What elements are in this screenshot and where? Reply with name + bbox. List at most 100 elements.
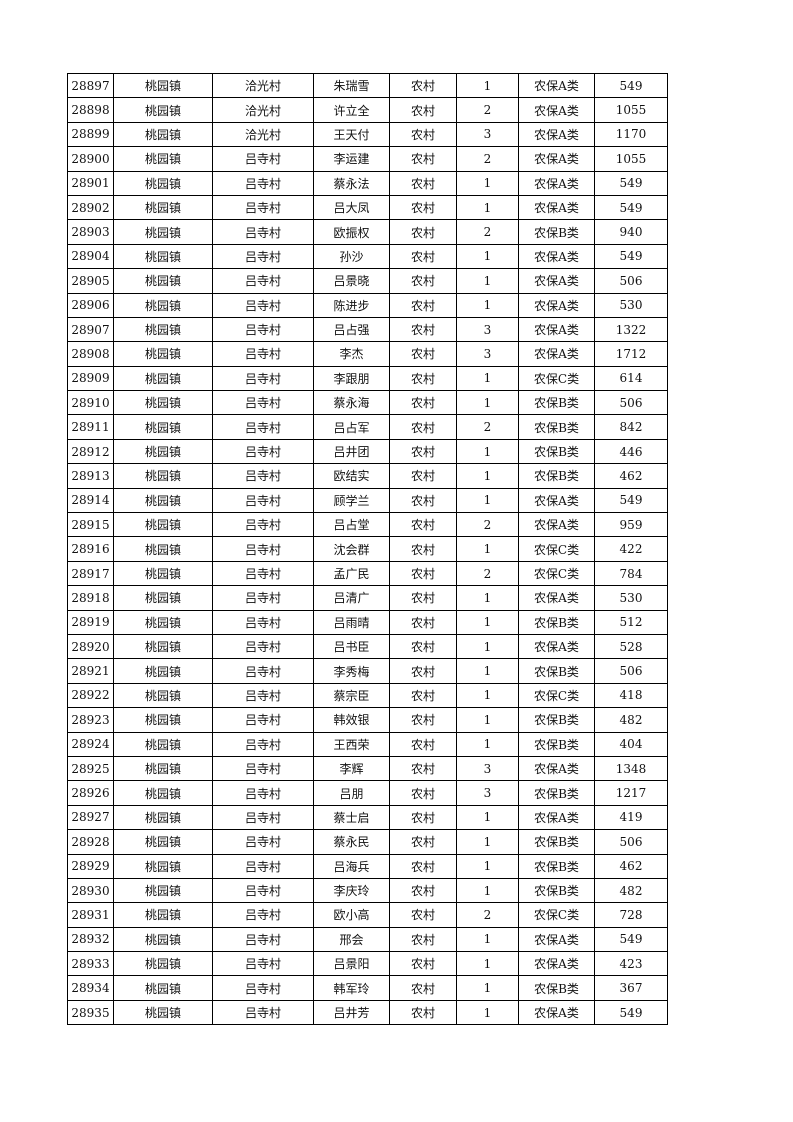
village-cell: 洽光村 (212, 72, 314, 99)
village-cell: 吕寺村 (212, 316, 314, 343)
table-row: 28910 桃园镇 吕寺村 蔡永海 农村 1 农保B类 506 (67, 390, 668, 416)
village-cell: 吕寺村 (212, 658, 314, 684)
category-cell: 农保A类 (518, 755, 595, 782)
table-row: 28934 桃园镇 吕寺村 韩军玲 农村 1 农保B类 367 (67, 975, 668, 1001)
table-row: 28907 桃园镇 吕寺村 吕占强 农村 3 农保A类 1322 (67, 316, 668, 343)
town-cell: 桃园镇 (113, 682, 213, 709)
count-cell: 1 (456, 170, 519, 196)
village-cell: 吕寺村 (212, 877, 314, 904)
name-cell: 李庆玲 (313, 877, 390, 904)
household-type-cell: 农村 (389, 926, 457, 953)
table-body: 28897 桃园镇 洽光村 朱瑞雪 农村 1 农保A类 549 28898 桃园镇 洽光村 许立全 农村… (67, 72, 668, 1026)
village-cell: 吕寺村 (212, 194, 314, 221)
table-row: 28902 桃园镇 吕寺村 吕大凤 农村 1 农保A类 549 (67, 194, 668, 221)
village-cell: 吕寺村 (212, 341, 314, 367)
id-cell: 28909 (67, 365, 114, 392)
category-cell: 农保B类 (518, 658, 595, 684)
id-cell: 28934 (67, 975, 114, 1001)
count-cell: 3 (456, 316, 519, 343)
category-cell: 农保C类 (518, 902, 595, 928)
village-cell: 吕寺村 (212, 633, 314, 660)
town-cell: 桃园镇 (113, 341, 213, 367)
town-cell: 桃园镇 (113, 829, 213, 855)
amount-cell: 1217 (594, 780, 668, 806)
amount-cell: 530 (594, 585, 668, 611)
table-row: 28928 桃园镇 吕寺村 蔡永民 农村 1 农保B类 506 (67, 829, 668, 855)
count-cell: 3 (456, 755, 519, 782)
table-row: 28900 桃园镇 吕寺村 李运建 农村 2 农保A类 1055 (67, 146, 668, 172)
count-cell: 2 (456, 146, 519, 172)
count-cell: 1 (456, 72, 519, 99)
amount-cell: 549 (594, 487, 668, 514)
village-cell: 吕寺村 (212, 414, 314, 440)
amount-cell: 506 (594, 268, 668, 294)
amount-cell: 462 (594, 853, 668, 879)
name-cell: 吕海兵 (313, 853, 390, 879)
town-cell: 桃园镇 (113, 658, 213, 684)
amount-cell: 1322 (594, 316, 668, 343)
household-type-cell: 农村 (389, 365, 457, 392)
count-cell: 3 (456, 121, 519, 148)
category-cell: 农保B类 (518, 219, 595, 245)
id-cell: 28906 (67, 292, 114, 318)
count-cell: 1 (456, 731, 519, 757)
category-cell: 农保A类 (518, 316, 595, 343)
town-cell: 桃园镇 (113, 804, 213, 831)
id-cell: 28928 (67, 829, 114, 855)
village-cell: 吕寺村 (212, 902, 314, 928)
village-cell: 吕寺村 (212, 438, 314, 465)
table-row: 28927 桃园镇 吕寺村 蔡士启 农村 1 农保A类 419 (67, 804, 668, 831)
id-cell: 28930 (67, 877, 114, 904)
village-cell: 吕寺村 (212, 487, 314, 514)
amount-cell: 462 (594, 463, 668, 489)
town-cell: 桃园镇 (113, 146, 213, 172)
id-cell: 28931 (67, 902, 114, 928)
count-cell: 1 (456, 438, 519, 465)
name-cell: 韩军玲 (313, 975, 390, 1001)
town-cell: 桃园镇 (113, 292, 213, 318)
name-cell: 蔡宗臣 (313, 682, 390, 709)
id-cell: 28914 (67, 487, 114, 514)
category-cell: 农保B类 (518, 438, 595, 465)
household-type-cell: 农村 (389, 194, 457, 221)
village-cell: 吕寺村 (212, 682, 314, 709)
name-cell: 李秀梅 (313, 658, 390, 684)
count-cell: 1 (456, 829, 519, 855)
category-cell: 农保A类 (518, 487, 595, 514)
town-cell: 桃园镇 (113, 902, 213, 928)
household-type-cell: 农村 (389, 560, 457, 587)
town-cell: 桃园镇 (113, 487, 213, 514)
name-cell: 吕大凤 (313, 194, 390, 221)
count-cell: 1 (456, 877, 519, 904)
count-cell: 1 (456, 194, 519, 221)
amount-cell: 842 (594, 414, 668, 440)
category-cell: 农保B类 (518, 707, 595, 733)
town-cell: 桃园镇 (113, 170, 213, 196)
category-cell: 农保B类 (518, 390, 595, 416)
household-type-cell: 农村 (389, 951, 457, 977)
town-cell: 桃园镇 (113, 463, 213, 489)
town-cell: 桃园镇 (113, 731, 213, 757)
household-type-cell: 农村 (389, 316, 457, 343)
table-row: 28920 桃园镇 吕寺村 吕书臣 农村 1 农保A类 528 (67, 633, 668, 660)
name-cell: 吕占堂 (313, 512, 390, 538)
village-cell: 吕寺村 (212, 512, 314, 538)
count-cell: 1 (456, 853, 519, 879)
amount-cell: 1055 (594, 146, 668, 172)
amount-cell: 512 (594, 609, 668, 635)
table-row: 28930 桃园镇 吕寺村 李庆玲 农村 1 农保B类 482 (67, 877, 668, 904)
name-cell: 吕占强 (313, 316, 390, 343)
name-cell: 顾学兰 (313, 487, 390, 514)
village-cell: 吕寺村 (212, 926, 314, 953)
count-cell: 2 (456, 560, 519, 587)
amount-cell: 404 (594, 731, 668, 757)
town-cell: 桃园镇 (113, 707, 213, 733)
village-cell: 吕寺村 (212, 146, 314, 172)
town-cell: 桃园镇 (113, 414, 213, 440)
village-cell: 洽光村 (212, 121, 314, 148)
id-cell: 28902 (67, 194, 114, 221)
name-cell: 蔡永民 (313, 829, 390, 855)
table-row: 28932 桃园镇 吕寺村 邢会 农村 1 农保A类 549 (67, 926, 668, 953)
category-cell: 农保A类 (518, 951, 595, 977)
count-cell: 1 (456, 463, 519, 489)
